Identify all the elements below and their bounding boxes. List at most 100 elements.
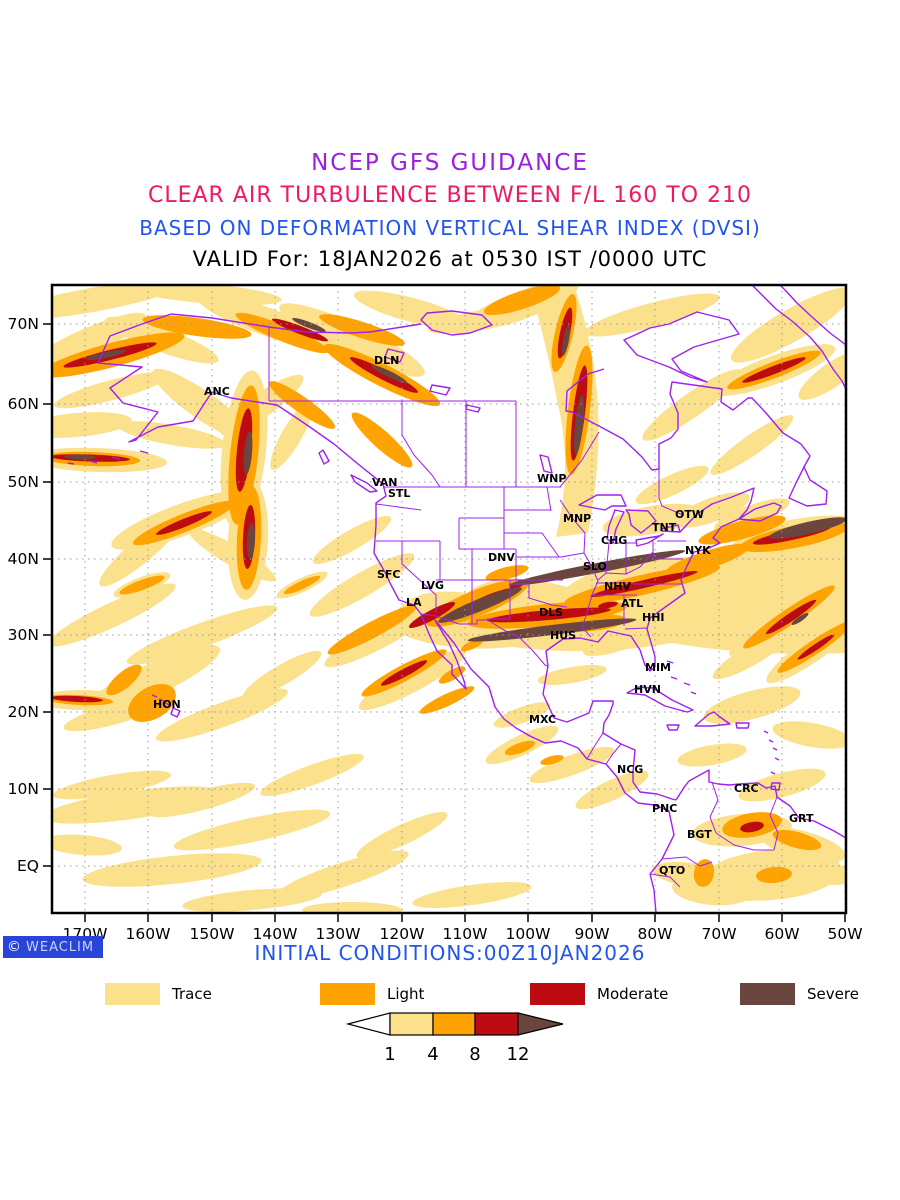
lon-label: 100W: [506, 925, 551, 943]
turbulence-trace-region: [584, 293, 720, 337]
colorbar-value: 4: [427, 1044, 438, 1065]
turbulence-trace-region: [52, 834, 122, 856]
turbulence-light-region: [504, 740, 536, 756]
lat-label: 30N: [8, 626, 39, 644]
coastline: [539, 454, 553, 474]
coastline: [542, 665, 677, 801]
lat-label: 60N: [8, 395, 39, 413]
city-label: VAN: [372, 476, 398, 489]
turbulence-trace-region: [582, 634, 642, 656]
weaclim-logo-text: WEACLIM: [26, 939, 95, 955]
coastline: [666, 724, 680, 731]
turbulence-trace-region: [302, 902, 402, 913]
legend-label: Severe: [807, 985, 859, 1003]
coastline: [623, 311, 740, 383]
initial-conditions-line: INITIAL CONDITIONS:00Z10JAN2026: [254, 941, 646, 965]
lat-label: 50N: [8, 473, 39, 491]
turbulence-trace-region: [312, 515, 392, 565]
turbulence-severe-region: [573, 395, 585, 455]
page-title: NCEP GFS GUIDANCE: [311, 150, 589, 176]
border-line: [605, 542, 610, 574]
coastline: [694, 711, 731, 727]
border-line: [401, 401, 441, 488]
lat-label: 20N: [8, 703, 39, 721]
coastline: [170, 313, 422, 334]
coastline: [751, 285, 846, 390]
coastline: [738, 502, 782, 522]
subtitle-method: BASED ON DEFORMATION VERTICAL SHEAR INDE…: [139, 216, 761, 240]
turbulence-trace-region: [635, 465, 709, 505]
lon-label: 110W: [443, 925, 488, 943]
city-label: OTW: [675, 508, 704, 521]
city-label: ATL: [621, 597, 643, 610]
turbulence-moderate-region: [797, 634, 835, 660]
legend-swatch: [530, 983, 585, 1005]
city-label: NYK: [685, 544, 711, 557]
border-line: [715, 832, 774, 851]
turbulence-severe-region: [292, 317, 326, 333]
turbulence-trace-region: [52, 770, 172, 800]
coastline: [763, 730, 780, 775]
turbulence-light-region: [319, 314, 405, 346]
border-line: [649, 873, 681, 888]
turbulence-trace-region: [309, 553, 415, 617]
turbulence-trace-region: [537, 665, 607, 685]
coastline: [625, 509, 657, 534]
city-label: SLO: [583, 560, 607, 573]
city-label: WNP: [537, 472, 566, 485]
turbulence-trace-region: [260, 753, 364, 797]
border-line: [559, 499, 599, 638]
turbulence-severe-region: [769, 517, 846, 539]
city-label: QTO: [659, 864, 685, 877]
weaclim-logo: © WEACLIM: [3, 936, 103, 958]
city-label: NCG: [617, 763, 643, 776]
coastline: [578, 494, 627, 511]
lat-labels: 70N 60N 50N 40N 30N 20N 10N EQ: [8, 315, 39, 875]
legend-label: Moderate: [597, 985, 669, 1003]
city-label: HHI: [642, 611, 665, 624]
turbulence-severe-region: [246, 523, 256, 559]
border-line: [401, 541, 437, 613]
turbulence-trace-region: [270, 400, 314, 470]
lon-label: 130W: [316, 925, 361, 943]
turbulence-severe-region: [243, 431, 253, 475]
turbulence-trace-region: [703, 686, 801, 724]
coastline: [420, 613, 675, 913]
turbulence-trace-region: [575, 770, 649, 810]
coastline: [465, 404, 481, 413]
turbulence-trace-region: [242, 650, 322, 700]
turbulence-trace-region: [358, 649, 466, 711]
lon-label: 80W: [637, 925, 672, 943]
turbulence-trace-region: [356, 812, 448, 858]
border-line: [709, 781, 719, 834]
lat-label: EQ: [17, 857, 39, 875]
border-line: [504, 532, 560, 558]
coastline: [666, 660, 697, 695]
turbulence-moderate-region: [598, 601, 618, 609]
city-label: HVN: [634, 683, 661, 696]
border-line: [586, 732, 604, 760]
turbulence-trace-region: [52, 412, 132, 438]
graticule: [52, 285, 846, 913]
turbulence-light-region: [283, 575, 321, 595]
coastline: [788, 466, 828, 507]
city-label: ANC: [204, 385, 230, 398]
turbulence-light-region: [540, 755, 564, 765]
turbulence-moderate-region: [52, 695, 103, 703]
coastline: [384, 348, 405, 363]
border-line: [605, 743, 622, 765]
city-label: BGT: [687, 828, 712, 841]
turbulence-trace-region: [738, 768, 826, 802]
city-label: TNT: [652, 521, 677, 534]
turbulence-light-region: [460, 638, 484, 652]
turbulence-light-region: [756, 866, 792, 884]
turbulence-trace-region: [798, 350, 846, 400]
turbulence-light-region: [351, 412, 413, 468]
legend-swatch: [105, 983, 160, 1005]
turbulence-moderate-region: [740, 821, 764, 833]
copyright-icon: ©: [7, 939, 21, 955]
border-line: [769, 796, 779, 851]
border-line: [661, 856, 713, 867]
